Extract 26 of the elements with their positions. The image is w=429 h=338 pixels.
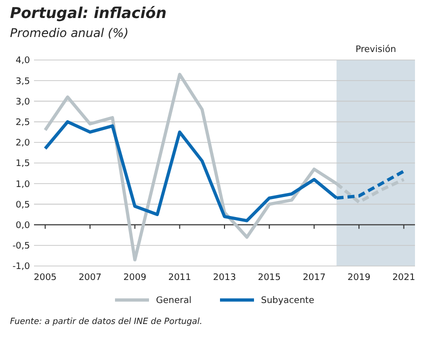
x-tick-label: 2019 [348,273,371,283]
x-tick-label: 2015 [258,273,281,283]
chart-subtitle: Promedio anual (%) [10,26,129,40]
legend-label: General [156,296,192,306]
y-tick-label: 1,5 [16,159,30,170]
y-tick-label: 2,5 [16,118,30,128]
x-tick-label: 2005 [34,273,57,283]
y-tick-label: -0,5 [12,242,30,252]
x-tick-label: 2017 [302,273,326,283]
y-tick-label: 3,5 [16,76,30,87]
source-note: Fuente: a partir de datos del INE de Portugal. [10,317,202,327]
band-label: Previsión [356,44,396,55]
y-tick-label: 2,0 [16,138,30,149]
y-tick-label: 1,0 [16,180,30,190]
y-tick-label: 4,0 [16,56,30,66]
x-tick-label: 2011 [168,273,192,283]
y-tick-label: 0,0 [16,220,30,231]
chart-title: Portugal: inflación [10,4,167,22]
x-tick-label: 2007 [78,273,102,283]
legend-label: Subyacente [261,296,315,306]
x-tick-label: 2009 [123,273,147,283]
y-tick-label: 3,0 [16,97,30,108]
x-tick-label: 2021 [392,273,416,283]
x-tick-label: 2013 [213,273,236,283]
y-tick-label: -1,0 [12,262,30,272]
y-tick-label: 0,5 [16,200,30,210]
